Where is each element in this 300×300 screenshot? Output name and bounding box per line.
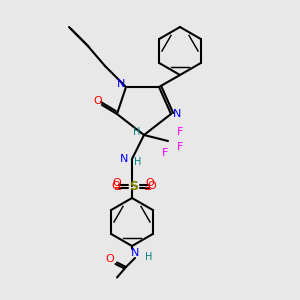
Text: H: H: [134, 157, 142, 167]
Text: N: N: [117, 79, 126, 89]
Text: N: N: [173, 109, 181, 119]
Text: N: N: [120, 154, 129, 164]
Text: F: F: [162, 148, 168, 158]
Text: =: =: [144, 184, 153, 194]
Text: N: N: [131, 248, 139, 259]
Text: F: F: [177, 127, 183, 137]
Text: O: O: [105, 254, 114, 265]
Text: S: S: [129, 179, 138, 193]
Text: O: O: [111, 181, 120, 191]
Text: F: F: [177, 142, 183, 152]
Text: O: O: [112, 178, 122, 188]
Text: H: H: [133, 127, 140, 137]
Text: O: O: [147, 181, 156, 191]
Text: H: H: [145, 251, 152, 262]
Text: =: =: [114, 184, 123, 194]
Text: O: O: [146, 178, 154, 188]
Text: O: O: [93, 95, 102, 106]
